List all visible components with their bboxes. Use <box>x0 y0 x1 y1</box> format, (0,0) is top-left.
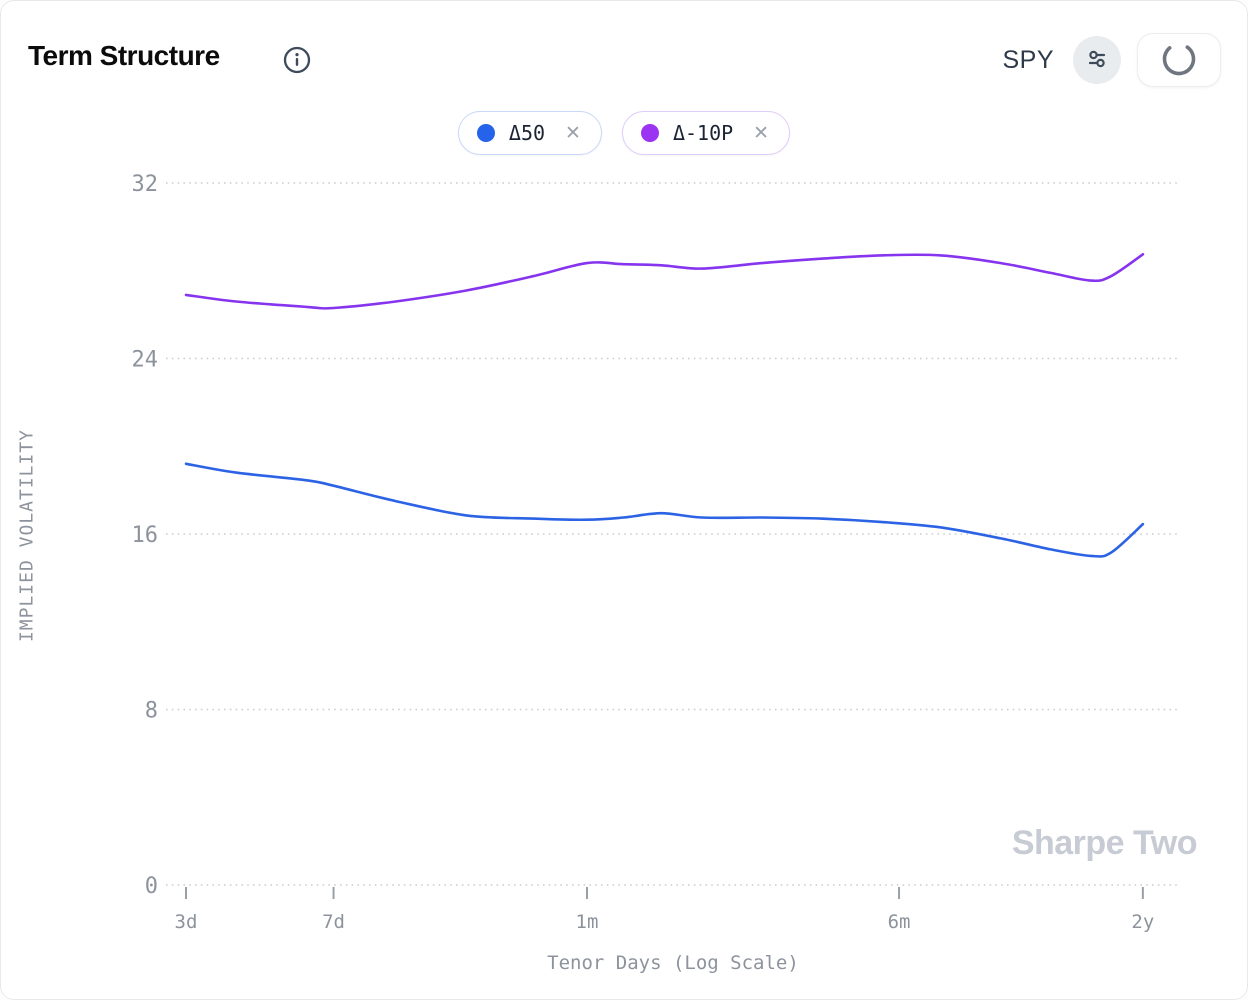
series-line-delta-50 <box>184 462 1145 558</box>
close-icon[interactable]: ✕ <box>753 122 770 144</box>
card-header: Term Structure SPY <box>1 1 1247 91</box>
series-color-dot <box>640 124 659 142</box>
page-title: Term Structure <box>28 40 220 71</box>
series-color-dot <box>476 124 495 142</box>
legend-chip-delta-10p[interactable]: Δ-10P ✕ <box>621 111 791 155</box>
refresh-button[interactable] <box>1137 33 1221 87</box>
x-tick-label-6m: 6m <box>888 911 911 933</box>
loading-spinner-icon <box>1160 40 1198 81</box>
x-tick-label-1m: 1m <box>576 911 599 933</box>
x-axis-label: Tenor Days (Log Scale) <box>547 952 799 974</box>
x-tick-label-7d: 7d <box>322 911 345 933</box>
legend-chip-label: Δ50 <box>508 121 546 145</box>
symbol-label: SPY <box>1002 46 1054 74</box>
y-tick-label-0: 0 <box>145 874 158 899</box>
x-tick-label-2y: 2y <box>1131 911 1154 933</box>
series-line-delta-10p <box>184 253 1145 310</box>
y-tick-label-16: 16 <box>132 523 159 548</box>
x-tick-label-3d: 3d <box>175 911 198 933</box>
legend-chip-label: Δ-10P <box>672 121 734 145</box>
sliders-icon <box>1084 46 1110 75</box>
y-axis-label: IMPLIED VOLATILITY <box>16 428 38 643</box>
y-tick-label-8: 8 <box>145 699 158 724</box>
legend-chip-delta-50[interactable]: Δ50 ✕ <box>457 111 602 155</box>
info-icon[interactable] <box>282 45 312 75</box>
settings-button[interactable] <box>1073 36 1121 84</box>
y-tick-label-32: 32 <box>132 172 159 197</box>
legend: Δ50 ✕ Δ-10P ✕ <box>1 111 1247 155</box>
watermark: Sharpe Two <box>1011 824 1198 862</box>
y-tick-label-24: 24 <box>132 348 159 373</box>
close-icon[interactable]: ✕ <box>565 122 581 144</box>
